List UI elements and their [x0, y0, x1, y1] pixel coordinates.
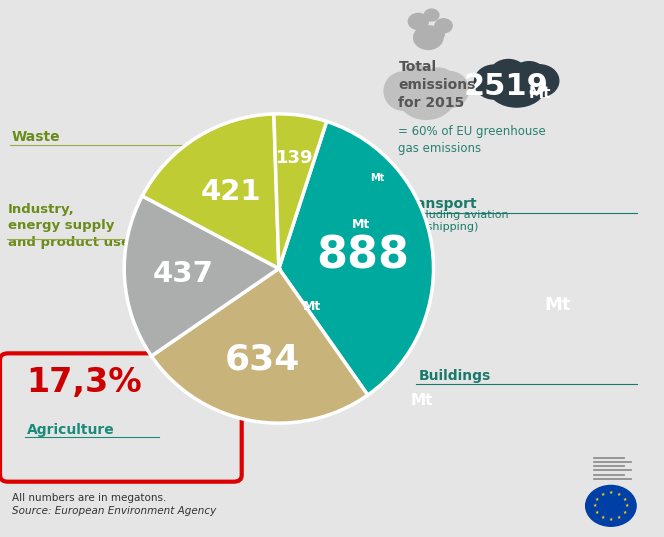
Text: Transport: Transport [402, 197, 477, 211]
Text: 421: 421 [201, 178, 262, 206]
Text: Buildings: Buildings [418, 369, 491, 383]
Text: Mt: Mt [303, 300, 321, 313]
Text: 139: 139 [276, 149, 313, 167]
Text: ★: ★ [623, 497, 627, 502]
Text: Mt: Mt [544, 296, 571, 314]
Text: Source: European Environment Agency: Source: European Environment Agency [12, 506, 216, 516]
Text: All numbers are in megatons.: All numbers are in megatons. [12, 494, 166, 503]
Text: ★: ★ [592, 503, 597, 509]
Text: Waste: Waste [12, 130, 60, 144]
Text: ★: ★ [594, 497, 599, 502]
Text: 17,3%: 17,3% [27, 366, 142, 399]
Text: ★: ★ [617, 492, 622, 497]
Text: ★: ★ [609, 490, 613, 495]
Text: Mt: Mt [410, 393, 433, 408]
Wedge shape [142, 114, 279, 268]
Text: 634: 634 [224, 343, 300, 377]
Wedge shape [151, 268, 368, 423]
Ellipse shape [488, 67, 545, 107]
Circle shape [586, 485, 636, 526]
Ellipse shape [400, 66, 436, 97]
Text: Agriculture: Agriculture [27, 423, 114, 437]
Wedge shape [279, 121, 434, 395]
Circle shape [408, 13, 428, 30]
Text: Mt: Mt [351, 219, 370, 231]
Text: Mt: Mt [529, 86, 551, 101]
Text: 888: 888 [317, 234, 410, 277]
FancyBboxPatch shape [0, 353, 242, 482]
Text: 437: 437 [153, 260, 214, 288]
Text: ★: ★ [600, 492, 605, 497]
Ellipse shape [398, 74, 455, 119]
Text: ★: ★ [617, 515, 622, 520]
Text: = 60% of EU greenhouse
gas emissions: = 60% of EU greenhouse gas emissions [398, 125, 546, 155]
Wedge shape [274, 114, 327, 268]
Text: Industry,
energy supply
and product use: Industry, energy supply and product use [8, 202, 130, 249]
Circle shape [414, 26, 443, 49]
Ellipse shape [384, 72, 423, 110]
Ellipse shape [422, 68, 455, 97]
Text: ★: ★ [609, 517, 613, 521]
Text: ★: ★ [625, 503, 629, 509]
Text: ★: ★ [600, 515, 605, 520]
Ellipse shape [490, 60, 527, 88]
Text: (excluding aviation
and shipping): (excluding aviation and shipping) [402, 210, 509, 233]
Circle shape [435, 19, 452, 33]
Text: Mt: Mt [370, 173, 384, 183]
Ellipse shape [474, 65, 513, 99]
Text: ★: ★ [623, 510, 627, 515]
Text: 2519: 2519 [463, 72, 548, 101]
Circle shape [432, 30, 444, 40]
Wedge shape [124, 196, 279, 356]
Text: Total
emissions
for 2015: Total emissions for 2015 [398, 60, 476, 110]
Circle shape [424, 9, 439, 21]
Ellipse shape [513, 62, 545, 88]
Text: ★: ★ [594, 510, 599, 515]
Ellipse shape [520, 65, 559, 97]
Ellipse shape [430, 71, 469, 108]
